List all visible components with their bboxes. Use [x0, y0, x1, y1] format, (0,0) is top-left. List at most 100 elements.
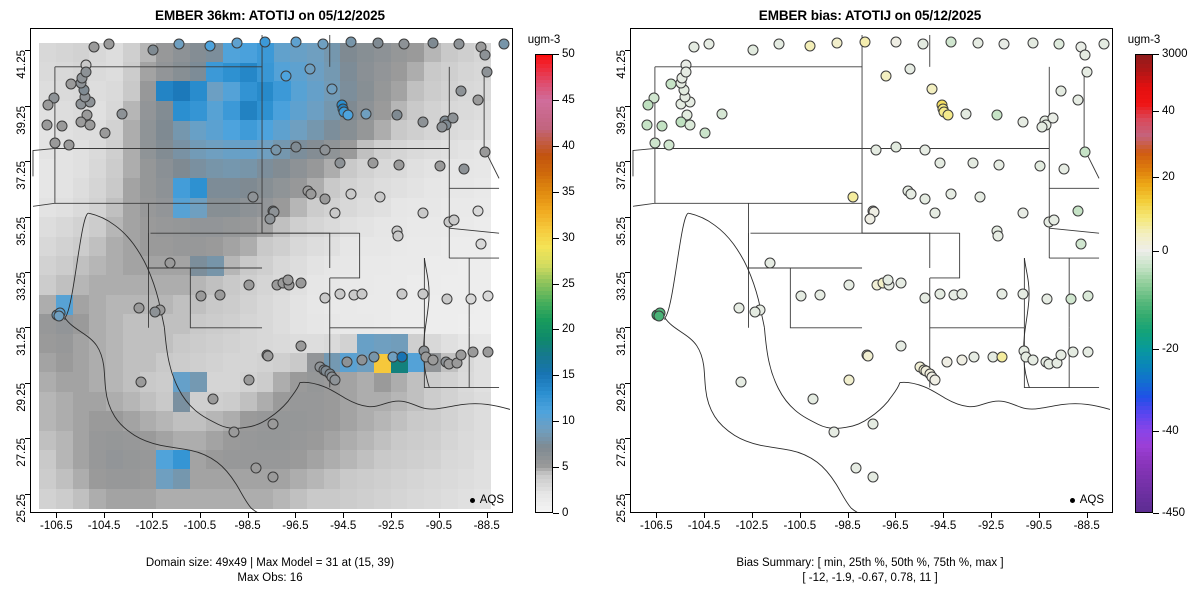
- aqs-station-marker[interactable]: [905, 188, 917, 200]
- aqs-station-marker[interactable]: [1075, 238, 1086, 250]
- aqs-station-marker[interactable]: [747, 44, 759, 56]
- aqs-station-marker[interactable]: [465, 293, 477, 305]
- aqs-station-marker[interactable]: [398, 38, 410, 50]
- aqs-station-marker[interactable]: [1048, 214, 1060, 226]
- aqs-station-marker[interactable]: [482, 346, 494, 358]
- aqs-station-marker[interactable]: [228, 426, 240, 438]
- aqs-station-marker[interactable]: [1017, 288, 1029, 300]
- aqs-station-marker[interactable]: [319, 292, 331, 304]
- aqs-station-marker[interactable]: [329, 374, 341, 386]
- aqs-station-marker[interactable]: [1067, 346, 1079, 358]
- aqs-station-marker[interactable]: [960, 108, 972, 119]
- aqs-station-marker[interactable]: [48, 92, 60, 104]
- aqs-station-marker[interactable]: [436, 121, 448, 133]
- aqs-station-marker[interactable]: [270, 144, 282, 156]
- aqs-station-marker[interactable]: [831, 37, 843, 49]
- aqs-station-marker[interactable]: [859, 36, 871, 47]
- aqs-station-marker[interactable]: [341, 356, 353, 368]
- aqs-station-marker[interactable]: [864, 213, 876, 225]
- aqs-station-marker[interactable]: [1055, 349, 1067, 361]
- aqs-station-marker[interactable]: [417, 207, 429, 219]
- aqs-station-marker[interactable]: [319, 193, 331, 205]
- aqs-station-marker[interactable]: [267, 471, 278, 483]
- aqs-station-marker[interactable]: [282, 274, 294, 286]
- aqs-station-marker[interactable]: [1081, 66, 1092, 78]
- aqs-station-marker[interactable]: [684, 119, 696, 131]
- aqs-station-marker[interactable]: [847, 191, 859, 203]
- aqs-station-marker[interactable]: [867, 471, 878, 483]
- aqs-station-marker[interactable]: [63, 139, 75, 151]
- aqs-station-marker[interactable]: [195, 290, 207, 302]
- aqs-station-marker[interactable]: [103, 38, 115, 50]
- aqs-station-marker[interactable]: [453, 38, 465, 50]
- aqs-station-marker[interactable]: [641, 119, 652, 131]
- aqs-station-marker[interactable]: [934, 288, 945, 300]
- aqs-station-marker[interactable]: [448, 214, 460, 226]
- aqs-station-marker[interactable]: [280, 70, 292, 82]
- model-map-plot[interactable]: AQS: [30, 28, 513, 513]
- aqs-station-marker[interactable]: [867, 418, 878, 430]
- aqs-station-marker[interactable]: [663, 139, 675, 151]
- aqs-station-marker[interactable]: [88, 41, 100, 53]
- aqs-station-marker[interactable]: [99, 127, 111, 139]
- aqs-station-marker[interactable]: [1065, 293, 1077, 305]
- aqs-station-marker[interactable]: [392, 230, 404, 241]
- aqs-station-marker[interactable]: [458, 163, 470, 175]
- aqs-station-marker[interactable]: [843, 279, 855, 291]
- aqs-station-marker[interactable]: [498, 38, 510, 50]
- aqs-station-marker[interactable]: [204, 40, 216, 52]
- aqs-station-marker[interactable]: [974, 191, 986, 203]
- aqs-station-marker[interactable]: [391, 109, 403, 121]
- aqs-station-marker[interactable]: [642, 99, 654, 111]
- aqs-station-marker[interactable]: [733, 302, 745, 313]
- aqs-station-marker[interactable]: [929, 207, 941, 219]
- aqs-station-marker[interactable]: [926, 83, 938, 95]
- aqs-station-marker[interactable]: [80, 66, 92, 78]
- aqs-station-marker[interactable]: [367, 157, 379, 169]
- aqs-station-marker[interactable]: [65, 78, 76, 90]
- aqs-station-marker[interactable]: [482, 290, 494, 302]
- aqs-station-marker[interactable]: [882, 274, 894, 286]
- aqs-station-marker[interactable]: [828, 426, 840, 438]
- aqs-station-marker[interactable]: [735, 376, 747, 388]
- aqs-station-marker[interactable]: [929, 374, 941, 386]
- bias-map-plot[interactable]: AQS: [630, 28, 1113, 513]
- aqs-station-marker[interactable]: [116, 108, 128, 119]
- aqs-station-marker[interactable]: [295, 277, 307, 289]
- aqs-station-marker[interactable]: [84, 119, 96, 131]
- aqs-station-marker[interactable]: [880, 70, 892, 82]
- aqs-station-marker[interactable]: [1034, 160, 1046, 172]
- aqs-station-marker[interactable]: [968, 351, 980, 363]
- aqs-station-marker[interactable]: [345, 36, 357, 47]
- aqs-station-marker[interactable]: [967, 157, 979, 169]
- aqs-station-marker[interactable]: [807, 393, 819, 405]
- aqs-station-marker[interactable]: [1047, 112, 1059, 124]
- aqs-station-marker[interactable]: [290, 141, 302, 153]
- aqs-station-marker[interactable]: [956, 288, 968, 300]
- aqs-station-marker[interactable]: [653, 310, 664, 322]
- aqs-station-marker[interactable]: [42, 99, 54, 111]
- aqs-station-marker[interactable]: [264, 213, 276, 225]
- aqs-station-marker[interactable]: [345, 188, 357, 200]
- aqs-station-marker[interactable]: [996, 351, 1008, 363]
- aqs-station-marker[interactable]: [56, 120, 68, 132]
- aqs-station-marker[interactable]: [919, 144, 931, 156]
- aqs-station-marker[interactable]: [434, 160, 446, 172]
- aqs-station-marker[interactable]: [356, 354, 368, 366]
- aqs-station-marker[interactable]: [149, 306, 161, 318]
- aqs-station-marker[interactable]: [649, 137, 661, 149]
- aqs-station-marker[interactable]: [1036, 121, 1048, 133]
- aqs-station-marker[interactable]: [919, 292, 931, 304]
- aqs-station-marker[interactable]: [472, 205, 484, 216]
- aqs-station-marker[interactable]: [368, 351, 380, 363]
- aqs-station-marker[interactable]: [396, 288, 408, 300]
- aqs-station-marker[interactable]: [703, 38, 715, 50]
- aqs-station-marker[interactable]: [243, 374, 255, 386]
- aqs-station-marker[interactable]: [135, 376, 147, 388]
- aqs-station-marker[interactable]: [890, 141, 902, 153]
- aqs-station-marker[interactable]: [890, 36, 902, 47]
- aqs-station-marker[interactable]: [417, 288, 429, 300]
- aqs-station-marker[interactable]: [716, 108, 728, 119]
- aqs-station-marker[interactable]: [259, 36, 271, 47]
- aqs-station-marker[interactable]: [393, 159, 405, 171]
